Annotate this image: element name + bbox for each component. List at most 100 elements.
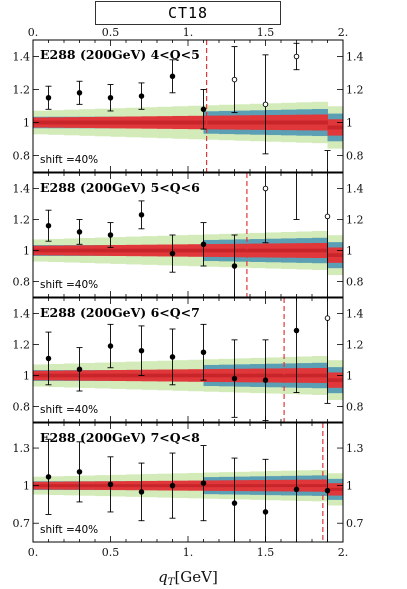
data-point [138,93,145,99]
band-core-step [265,373,282,378]
data-point [45,222,52,229]
data-point [107,94,114,101]
band-core-step [79,248,96,253]
x-axis-title: qT[GeV] [158,568,218,588]
band-core-step [95,120,111,125]
y-tick-label-right: 1 [346,117,353,130]
data-point [107,481,114,488]
data-point [262,185,269,192]
data-point [231,500,238,506]
y-tick-label-left: 0.8 [13,150,31,163]
band-core-step [79,373,96,378]
y-tick-label-left: 1.2 [13,214,31,227]
band-core-step [33,373,49,378]
band-core-step [64,248,80,253]
band-core-step [281,248,297,253]
panel-3: 0.8 0.8 1 1 1.2 1.2 1.4 1.4 E288 (200GeV) 6<Q<7 s… [13,297,364,423]
data-point [324,487,331,494]
panel-label: E288 (200GeV) 5<Q<6 [40,180,200,195]
y-tick-label-right: 1 [346,480,353,493]
data-point [107,232,114,238]
band-core-step [234,484,251,488]
data-point [200,480,207,486]
band-core-step [219,484,235,488]
data-point [231,263,238,269]
band-core-step [110,120,127,125]
band-core-step [312,373,328,378]
data-point [262,101,269,108]
y-tick-label-left: 0.8 [13,276,31,289]
band-core-step [250,484,266,488]
data-point [169,354,176,360]
x-axis-unit: [GeV] [174,568,217,586]
band-core-step [48,120,65,125]
panel-1: 0.8 0.8 1 1 1.2 1.2 1.4 1.4 E288 (200GeV) 4<Q<5 s… [13,39,364,173]
x-tick-label-bottom: 0. [28,546,39,559]
band-core-step [203,248,220,253]
data-point [293,486,300,493]
band-core-step [79,484,96,488]
panel-4: 0.7 0.7 1 1 1.3 1.3 E288 (200GeV) 7<Q<8 shift =… [13,422,364,543]
band-core-step [281,373,297,378]
band-core-step [157,248,173,253]
shift-label: shift =40% [40,154,98,166]
x-tick-label-top: 1. [183,26,194,39]
x-tick-label-top: 2. [338,26,349,39]
band-core-step [48,373,65,378]
band-core-step [203,120,220,125]
band-core-step [64,373,80,378]
data-point [231,76,238,83]
band-core-step [188,373,204,378]
x-tick-label-bottom: 0.5 [102,546,120,559]
data-point [45,474,52,480]
panel-plot-area [33,423,343,542]
data-point [169,482,176,489]
band-core-step [33,484,49,488]
band-core-step [250,248,266,253]
y-tick-label-left: 1 [23,370,30,383]
shift-label: shift =40% [40,279,98,291]
y-tick-label-left: 1.4 [13,51,31,64]
y-tick-label-left: 1.3 [13,442,31,455]
y-tick-label-right: 1.2 [346,339,364,352]
panel-label: E288 (200GeV) 6<Q<7 [40,305,200,320]
band-core-step [250,120,266,125]
data-point [293,327,300,334]
band-core-step [265,120,282,125]
band-core-step [188,120,204,125]
band-core-step [203,373,220,378]
band-core-step [188,248,204,253]
band-core-step [234,373,251,378]
data-point [262,377,269,383]
data-point [45,94,52,101]
band-core-step [141,373,158,378]
x-tick-label-bottom: 2. [338,546,349,559]
band-core-step [126,484,142,488]
band-core-step [79,120,96,125]
x-tick-label-bottom: 1.5 [257,546,275,559]
band-core-step [327,378,343,383]
panel-label: E288 (200GeV) 7<Q<8 [40,430,200,445]
band-core-step [312,248,328,253]
y-tick-label-left: 1 [23,245,30,258]
band-core-step [296,484,313,488]
data-point [169,73,176,80]
band-core-step [234,248,251,253]
band-core-step [219,373,235,378]
band-core-step [64,484,80,488]
x-axis-subscript: T [168,577,176,588]
band-core-step [203,484,220,488]
band-core-step [312,484,328,488]
y-tick-label-left: 1.4 [13,183,31,196]
band-core-step [110,373,127,378]
band-core-step [48,484,65,488]
band-core-step [126,248,142,253]
y-tick-label-left: 1 [23,117,30,130]
panel-plot-area [33,298,343,422]
band-core-step [33,120,49,125]
shift-label: shift =40% [40,404,98,416]
band-core-step [110,484,127,488]
band-core-step [296,120,313,125]
x-tick-label-top: 1.5 [257,26,275,39]
